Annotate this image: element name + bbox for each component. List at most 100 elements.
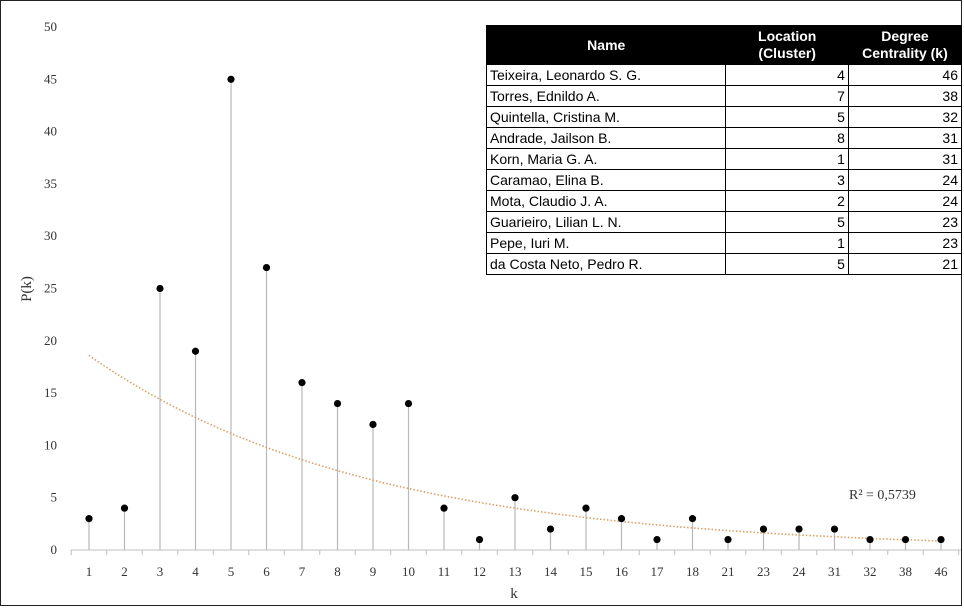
header-location-line1: Location xyxy=(758,28,817,44)
y-tick-label: 25 xyxy=(44,281,57,296)
x-tick-label: 17 xyxy=(651,564,665,579)
stems xyxy=(88,79,942,550)
x-tick-label: 9 xyxy=(370,564,377,579)
cell-name: Korn, Maria G. A. xyxy=(485,148,727,170)
x-tick-label: 4 xyxy=(192,564,199,579)
table-body: Teixeira, Leonardo S. G. 4 46 Torres, Ednil… xyxy=(485,64,963,275)
x-tick-label: 18 xyxy=(686,564,699,579)
cell-name: Caramao, Elina B. xyxy=(485,169,727,191)
data-point xyxy=(191,347,200,355)
y-tick-label: 40 xyxy=(44,124,57,139)
y-tick-label: 5 xyxy=(51,490,58,505)
data-point xyxy=(795,525,803,533)
cell-location: 4 xyxy=(725,64,849,86)
header-location: Location (Cluster) xyxy=(725,25,849,65)
table-header-row: Name Location (Cluster) Degree Centralit… xyxy=(485,25,963,65)
cell-degree: 32 xyxy=(847,106,963,128)
cell-location: 3 xyxy=(725,169,849,191)
x-tick-label: 5 xyxy=(228,564,235,579)
cell-location: 2 xyxy=(725,190,849,212)
cell-degree: 31 xyxy=(847,127,963,149)
table-row: Teixeira, Leonardo S. G. 4 46 xyxy=(485,64,963,86)
data-point xyxy=(369,420,377,429)
cell-degree: 24 xyxy=(847,190,963,212)
x-tick-label: 3 xyxy=(157,564,164,579)
x-tick-label: 13 xyxy=(509,564,522,579)
x-axis-title: k xyxy=(510,586,518,602)
header-degree: Degree Centrality (k) xyxy=(847,25,963,65)
y-tick-label: 50 xyxy=(44,19,57,34)
x-tick-label: 12 xyxy=(473,564,486,579)
data-point xyxy=(298,379,306,387)
data-point xyxy=(830,525,839,533)
y-tick-label: 45 xyxy=(44,71,57,86)
x-tick-label: 38 xyxy=(899,564,912,579)
data-point xyxy=(120,504,129,512)
x-tick-label: 21 xyxy=(722,564,735,579)
x-tick-label: 8 xyxy=(334,564,341,579)
x-tick-label: 10 xyxy=(402,564,415,579)
cell-degree: 24 xyxy=(847,169,963,191)
x-tick-label: 6 xyxy=(263,564,270,579)
y-axis-ticks: 0 5 10 15 20 25 30 35 40 45 50 xyxy=(44,19,57,557)
table-row: da Costa Neto, Pedro R. 5 21 xyxy=(485,253,963,275)
x-tick-label: 31 xyxy=(828,564,841,579)
header-location-line2: (Cluster) xyxy=(758,45,816,61)
x-tick-label: 24 xyxy=(793,564,807,579)
data-point xyxy=(511,494,519,502)
table-row: Korn, Maria G. A. 1 31 xyxy=(485,148,963,170)
data-point xyxy=(85,515,93,523)
data-point xyxy=(227,75,235,83)
cell-name: Andrade, Jailson B. xyxy=(485,127,727,149)
cell-location: 7 xyxy=(725,85,849,107)
table-row: Guarieiro, Lilian L. N. 5 23 xyxy=(485,211,963,233)
cell-location: 5 xyxy=(725,211,849,233)
cell-location: 1 xyxy=(725,148,849,170)
cell-name: Torres, Ednildo A. xyxy=(485,85,727,107)
x-tick-label: 16 xyxy=(615,564,629,579)
cell-location: 5 xyxy=(725,106,849,128)
cell-degree: 46 xyxy=(847,64,963,86)
y-tick-label: 10 xyxy=(44,437,57,452)
data-point xyxy=(617,515,626,523)
table-row: Torres, Ednildo A. 7 38 xyxy=(485,85,963,107)
data-point xyxy=(724,535,732,544)
header-degree-line2: Centrality (k) xyxy=(862,45,948,61)
table-row: Quintella, Cristina M. 5 32 xyxy=(485,106,963,128)
cell-degree: 31 xyxy=(847,148,963,170)
data-point xyxy=(440,504,448,512)
x-axis-ticks: 1 2 3 4 5 6 7 8 9 10 11 12 13 14 15 16 17 18 21 23 24 31 32 38 4… xyxy=(70,550,960,579)
data-point xyxy=(333,399,342,408)
data-point xyxy=(582,504,590,512)
y-tick-label: 15 xyxy=(44,385,57,400)
cell-name: Quintella, Cristina M. xyxy=(485,106,727,128)
data-point xyxy=(475,535,484,544)
x-tick-label: 32 xyxy=(864,564,877,579)
r-squared-label: R² = 0,5739 xyxy=(849,488,916,503)
x-tick-label: 46 xyxy=(935,564,949,579)
cell-name: Guarieiro, Lilian L. N. xyxy=(485,211,727,233)
y-tick-label: 20 xyxy=(44,333,57,348)
data-point xyxy=(759,525,768,533)
cell-degree: 23 xyxy=(847,211,963,233)
y-tick-label: 0 xyxy=(51,542,58,557)
y-tick-label: 35 xyxy=(44,176,57,191)
y-axis-title: P(k) xyxy=(19,276,35,302)
cell-degree: 38 xyxy=(847,85,963,107)
trendline xyxy=(88,354,942,542)
data-point xyxy=(262,263,271,272)
cell-degree: 21 xyxy=(847,253,963,275)
cell-location: 8 xyxy=(725,127,849,149)
data-point xyxy=(866,535,874,544)
cell-name: da Costa Neto, Pedro R. xyxy=(485,253,727,275)
data-points xyxy=(85,75,945,544)
x-tick-label: 7 xyxy=(299,564,306,579)
cell-degree: 23 xyxy=(847,232,963,254)
x-tick-label: 2 xyxy=(121,564,128,579)
data-point xyxy=(653,535,661,544)
header-name: Name xyxy=(485,25,727,65)
table-row: Andrade, Jailson B. 8 31 xyxy=(485,127,963,149)
x-tick-label: 14 xyxy=(544,564,558,579)
